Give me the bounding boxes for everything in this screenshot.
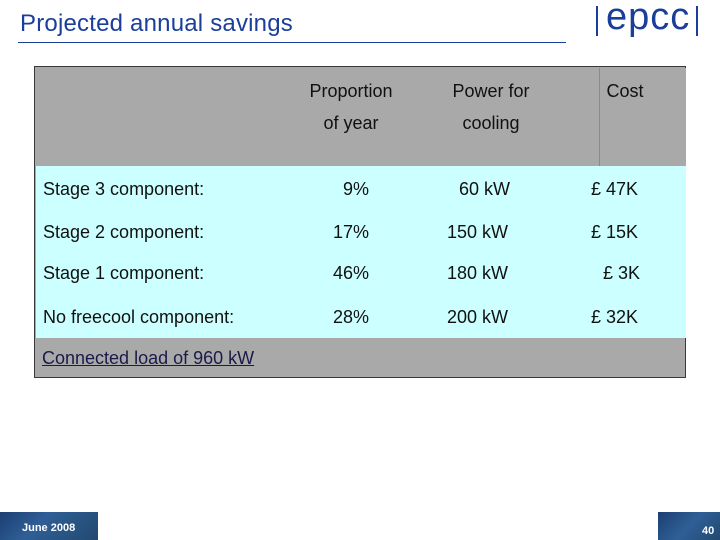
- header-cost: Cost: [606, 81, 644, 101]
- header-proportion-line2: of year: [323, 113, 379, 133]
- header-power-line2: cooling: [462, 113, 520, 133]
- row-label: No freecool component:: [43, 307, 235, 327]
- header-proportion-line1: Proportion: [309, 81, 393, 101]
- slide-title: Projected annual savings: [20, 10, 293, 37]
- header-proportion: Proportion of year: [291, 75, 411, 139]
- page-number: 40: [702, 525, 715, 537]
- footer-page-panel: 40: [658, 512, 720, 540]
- header-power-line1: Power for: [452, 81, 530, 101]
- row-proportion: 28%: [333, 307, 370, 327]
- table-header-area: [36, 68, 686, 166]
- title-underline: [18, 42, 566, 43]
- row-label: Stage 1 component:: [43, 263, 205, 283]
- logo-text: epcc: [606, 0, 691, 38]
- table-header-divider: [599, 68, 600, 166]
- logo-bar-left: [596, 6, 598, 36]
- row-cost: £ 47K: [591, 179, 639, 199]
- row-proportion: 46%: [333, 263, 370, 283]
- logo-bar-right: [696, 6, 698, 36]
- footer-date-panel: June 2008: [0, 512, 98, 540]
- table-footnote: Connected load of 960 kW: [42, 348, 255, 368]
- row-power: 200 kW: [447, 307, 509, 327]
- row-label: Stage 2 component:: [43, 222, 205, 242]
- header-power: Power for cooling: [431, 75, 551, 139]
- row-label: Stage 3 component:: [43, 179, 205, 199]
- epcc-logo: epcc: [592, 0, 702, 42]
- footer-date: June 2008: [22, 522, 76, 534]
- table-body-area: [36, 166, 686, 338]
- row-power: 180 kW: [447, 263, 509, 283]
- row-power: 60 kW: [459, 179, 511, 199]
- row-proportion: 17%: [333, 222, 370, 242]
- row-proportion: 9%: [343, 179, 370, 199]
- savings-table: Proportion of year Power for cooling Cos…: [34, 66, 686, 378]
- row-cost: £ 15K: [591, 222, 639, 242]
- row-cost: £ 3K: [603, 263, 641, 283]
- row-power: 150 kW: [447, 222, 509, 242]
- row-cost: £ 32K: [591, 307, 639, 327]
